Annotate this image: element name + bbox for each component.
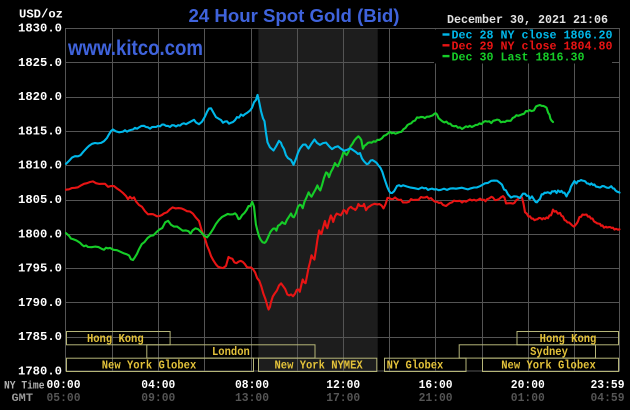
svg-text:Dec 30 Last 1816.30: Dec 30 Last 1816.30 <box>452 50 585 64</box>
svg-text:1790.0: 1790.0 <box>18 296 62 310</box>
svg-text:Sydney: Sydney <box>530 345 568 359</box>
svg-text:1830.0: 1830.0 <box>18 22 62 36</box>
svg-text:Hong Kong: Hong Kong <box>540 332 597 346</box>
svg-text:16:00: 16:00 <box>419 378 453 392</box>
svg-text:21:00: 21:00 <box>419 391 453 405</box>
svg-text:1825.0: 1825.0 <box>18 56 62 70</box>
svg-text:09:00: 09:00 <box>141 391 175 405</box>
svg-text:01:00: 01:00 <box>511 391 545 405</box>
svg-text:Dec 28 NY close 1806.20: Dec 28 NY close 1806.20 <box>452 29 613 43</box>
svg-text:1800.0: 1800.0 <box>18 227 62 241</box>
svg-text:1815.0: 1815.0 <box>18 124 62 138</box>
svg-text:USD/oz: USD/oz <box>19 8 63 22</box>
svg-text:04:00: 04:00 <box>141 378 175 392</box>
svg-text:1795.0: 1795.0 <box>18 262 62 276</box>
svg-text:08:00: 08:00 <box>235 378 269 392</box>
svg-text:December 30, 2021 21:06: December 30, 2021 21:06 <box>447 13 608 27</box>
svg-text:1785.0: 1785.0 <box>18 330 62 344</box>
svg-text:1820.0: 1820.0 <box>18 90 62 104</box>
svg-text:NY Globex: NY Globex <box>387 359 444 373</box>
svg-text:Hong Kong: Hong Kong <box>87 332 144 346</box>
svg-text:GMT: GMT <box>12 393 34 405</box>
svg-text:NY Time: NY Time <box>4 381 45 393</box>
svg-text:00:00: 00:00 <box>47 378 81 392</box>
svg-text:13:00: 13:00 <box>235 391 269 405</box>
svg-text:1805.0: 1805.0 <box>18 193 62 207</box>
svg-text:23:59: 23:59 <box>591 378 625 392</box>
svg-text:17:00: 17:00 <box>326 391 360 405</box>
svg-text:1780.0: 1780.0 <box>18 365 62 379</box>
svg-text:20:00: 20:00 <box>511 378 545 392</box>
svg-text:12:00: 12:00 <box>326 378 360 392</box>
svg-text:1810.0: 1810.0 <box>18 159 62 173</box>
svg-text:New York Globex: New York Globex <box>102 359 197 373</box>
svg-text:24 Hour Spot Gold (Bid): 24 Hour Spot Gold (Bid) <box>189 6 400 26</box>
svg-text:04:59: 04:59 <box>591 391 625 405</box>
svg-text:New York NYMEX: New York NYMEX <box>275 359 364 373</box>
svg-text:Dec 29 NY close 1804.80: Dec 29 NY close 1804.80 <box>452 40 613 54</box>
svg-text:www.kitco.com: www.kitco.com <box>67 37 203 60</box>
svg-text:05:00: 05:00 <box>47 391 81 405</box>
svg-text:New York Globex: New York Globex <box>501 359 596 373</box>
svg-text:London: London <box>212 345 250 359</box>
